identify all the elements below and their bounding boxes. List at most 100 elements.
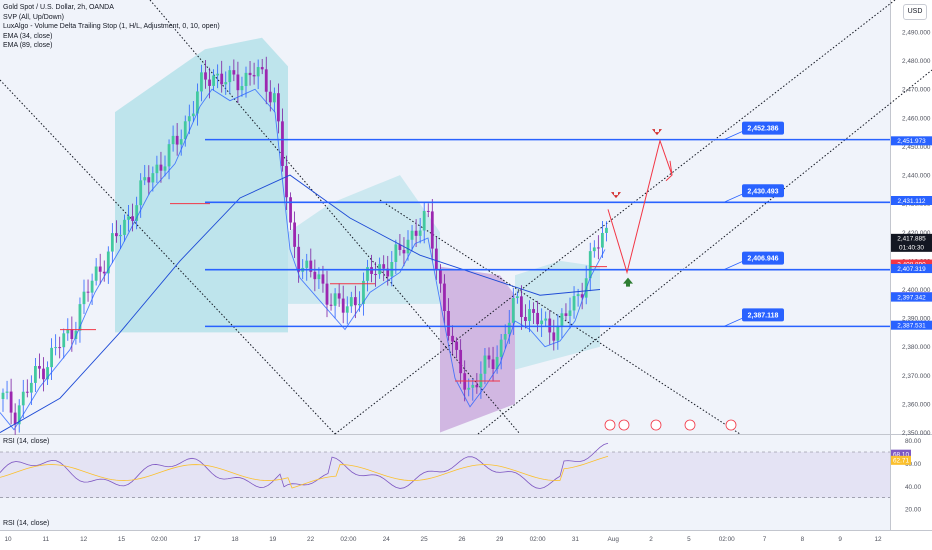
candle-body <box>139 180 143 206</box>
candle-body <box>131 216 134 221</box>
candle-body <box>62 333 66 348</box>
channel-line <box>149 0 521 435</box>
channel-line <box>379 199 741 435</box>
indicator-svp[interactable]: SVP (All, Up/Down) <box>3 13 64 21</box>
candle-body <box>17 405 21 425</box>
candle-body <box>260 67 264 70</box>
candle-body <box>317 274 321 280</box>
level-label-text: 2,406.946 <box>747 256 778 263</box>
candle-body <box>297 246 301 272</box>
price-label-text: 2,451.973 <box>897 138 926 145</box>
candle-body <box>244 72 248 87</box>
candle-body <box>483 355 487 374</box>
rsi-tick-label: 20.00 <box>905 507 921 514</box>
candle-body <box>5 391 9 393</box>
channel-line <box>0 79 336 435</box>
price-label-text: 2,387.531 <box>897 322 926 329</box>
levels: 2,452.386 2,430.493 2,406.946 2,387.118 <box>205 121 890 328</box>
indicator-ema34[interactable]: EMA (34, close) <box>3 32 53 40</box>
candle-body <box>151 173 155 183</box>
candle-body <box>236 74 240 91</box>
candle-body <box>560 313 564 326</box>
sell-arrow-icon <box>652 129 662 136</box>
price-label-text: 2,431.112 <box>898 198 926 205</box>
candle-body <box>410 230 414 240</box>
candle-body <box>394 244 398 263</box>
rsi-value-box <box>891 455 911 465</box>
candle-body <box>329 304 333 306</box>
indicator-ema89[interactable]: EMA (89, close) <box>3 42 53 50</box>
candle-body <box>216 73 220 76</box>
level-label-box <box>742 251 784 265</box>
price-label-box <box>891 136 932 146</box>
candle-body <box>572 296 576 311</box>
rsi-value-text: 68.10 <box>893 451 909 458</box>
candle-body <box>487 355 491 360</box>
svp-area-3 <box>440 266 515 433</box>
rsi-band <box>0 452 890 498</box>
currency-button[interactable]: USD <box>903 4 927 20</box>
price-tick-label: 2,360.000 <box>902 401 931 408</box>
buy-arrow-icon <box>623 277 633 287</box>
candle-body <box>499 339 503 357</box>
price-tick-label: 2,400.000 <box>902 287 931 294</box>
time-tick-label: 02:00 <box>719 536 735 543</box>
candle-body <box>264 69 268 92</box>
candle-body <box>187 116 191 122</box>
time-tick-label: 7 <box>763 536 767 543</box>
candle-body <box>362 280 365 304</box>
candle-body <box>228 70 232 83</box>
level-label-box <box>742 184 784 198</box>
candle-body <box>29 382 33 393</box>
candle-body <box>479 373 483 388</box>
candle-body <box>443 283 446 312</box>
candle-body <box>451 335 454 342</box>
candle-body <box>520 296 523 318</box>
candle-body <box>382 264 386 269</box>
candle-body <box>256 67 260 77</box>
candle-body <box>398 244 402 250</box>
candle-body <box>349 297 353 307</box>
economic-events <box>604 419 737 431</box>
indicator-luxalgo[interactable]: LuxAlgo - Volume Delta Trailing Stop (1,… <box>3 23 220 31</box>
candle-body <box>341 298 345 313</box>
time-tick-label: 22 <box>307 536 315 543</box>
candle-body <box>305 260 309 268</box>
candle-body <box>50 347 53 368</box>
level-connector <box>723 261 743 271</box>
candle-body <box>374 273 377 275</box>
candle-body <box>119 234 122 237</box>
candle-body <box>601 232 604 248</box>
time-tick-label: 12 <box>874 536 882 543</box>
candle-body <box>281 121 284 166</box>
price-tick-label: 2,490.000 <box>902 30 931 37</box>
candle-body <box>333 293 337 306</box>
candle-body <box>515 296 519 299</box>
price-grid: 2,350.000 2,360.000 2,370.000 2,380.000 2,39… <box>902 30 931 438</box>
candle-body <box>191 113 195 117</box>
candle-body <box>123 219 126 235</box>
candle-body <box>277 93 280 122</box>
candle-body <box>447 311 450 336</box>
price-tick-label: 2,370.000 <box>902 373 931 380</box>
time-tick-label: 31 <box>572 536 580 543</box>
candle-body <box>183 121 187 140</box>
candle-body <box>548 318 552 333</box>
price-label-box <box>891 292 932 302</box>
event-icon <box>650 419 662 431</box>
rsi-ma-line <box>0 455 609 489</box>
time-tick-label: 02:00 <box>340 536 356 543</box>
candle-body <box>66 329 70 334</box>
candle-body <box>38 366 41 369</box>
symbol-title: Gold Spot / U.S. Dollar, 2h, OANDA <box>3 4 114 11</box>
candle-body <box>179 139 183 145</box>
rsi-legend-2[interactable]: RSI (14, close) <box>3 520 50 527</box>
candle-body <box>386 268 390 277</box>
candle-body <box>580 294 584 298</box>
candle-body <box>564 313 568 316</box>
rsi-legend-1[interactable]: RSI (14, close) <box>3 438 50 445</box>
candle-body <box>285 165 288 198</box>
rsi-value-box <box>891 449 911 459</box>
price-label-text: 2,417.885 <box>897 236 926 243</box>
